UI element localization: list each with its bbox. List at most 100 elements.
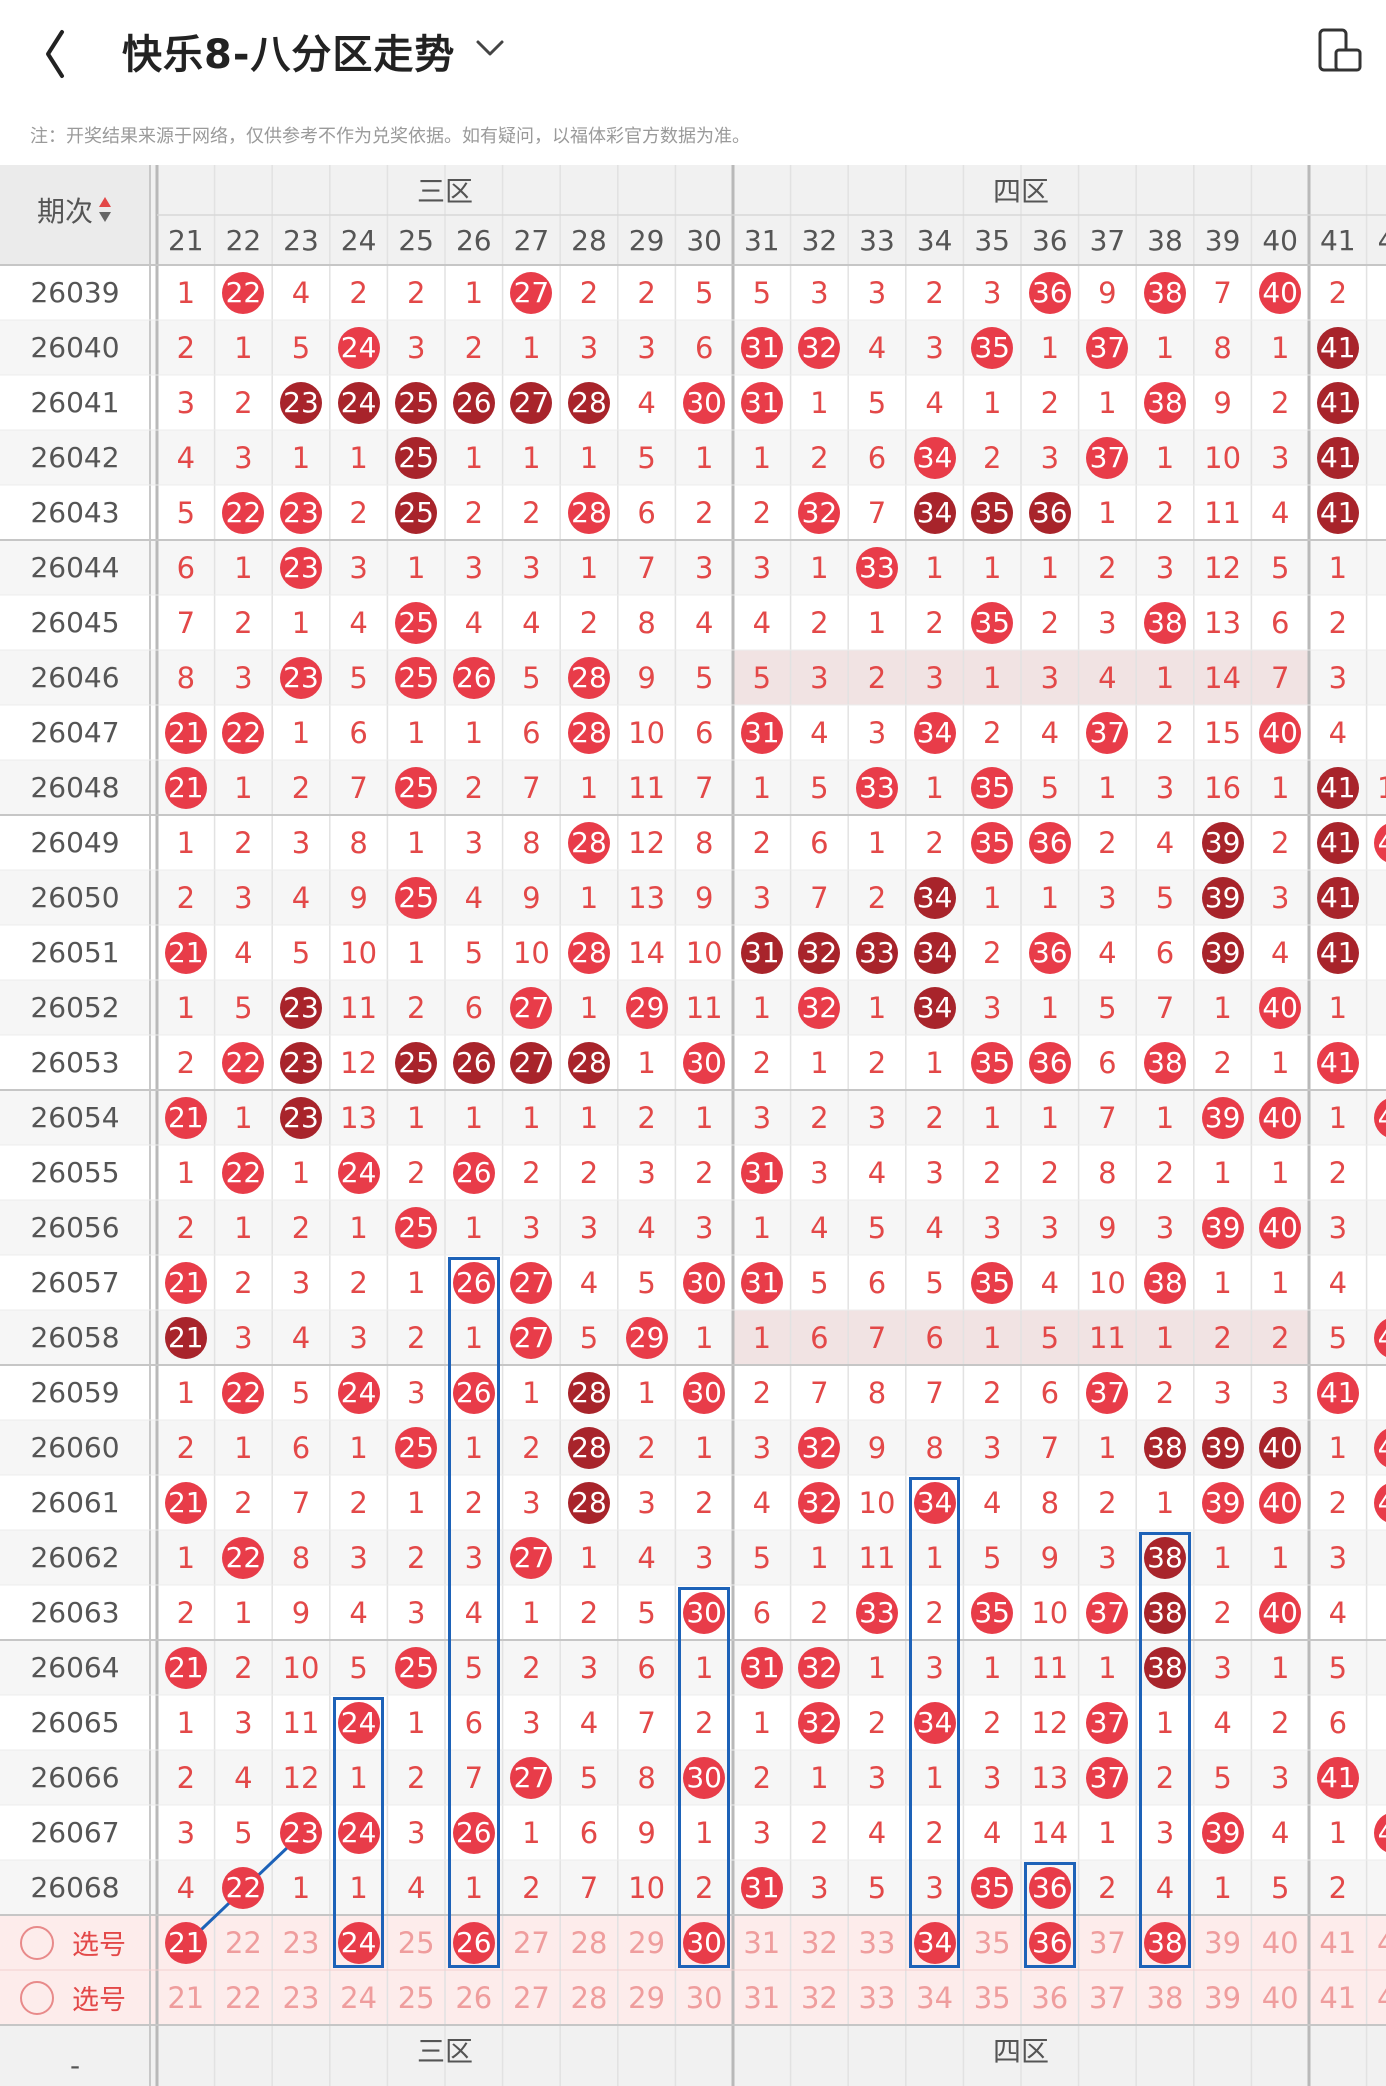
draw-ball: 24 (337, 326, 380, 369)
selected-ball[interactable]: 24 (337, 1921, 380, 1964)
period-cell: 26040 (30, 331, 120, 364)
miss-count: 1 (810, 550, 829, 585)
period-cell: 26043 (30, 496, 120, 529)
selected-ball[interactable]: 38 (1144, 1921, 1186, 1964)
draw-ball: 34 (913, 491, 956, 534)
select-number[interactable]: 42 (1367, 1970, 1386, 2025)
select-number[interactable]: 31 (743, 1925, 781, 1960)
select-number[interactable]: 22 (224, 1980, 262, 2015)
select-number[interactable]: 26 (455, 1980, 493, 2015)
miss-count: 3 (522, 1485, 541, 1520)
miss-count: 2 (1270, 1320, 1290, 1355)
miss-count: 9 (1040, 1540, 1060, 1575)
draw-ball: 38 (1144, 1591, 1186, 1634)
select-number[interactable]: 29 (628, 1925, 666, 1960)
select-number[interactable]: 33 (858, 1980, 896, 2015)
select-number[interactable]: 28 (570, 1925, 608, 1960)
select-number[interactable]: 42 (1367, 1915, 1386, 1970)
draw-ball: 36 (1028, 931, 1071, 974)
rotate-screen-button[interactable] (1316, 26, 1364, 74)
select-number[interactable]: 28 (570, 1980, 608, 2015)
miss-count: 8 (1040, 1485, 1060, 1520)
select-label[interactable]: 选号 (72, 1985, 126, 2016)
select-number[interactable]: 32 (800, 1925, 838, 1960)
draw-ball: 25 (395, 491, 438, 534)
select-number[interactable]: 36 (1031, 1980, 1069, 2015)
back-button[interactable] (28, 12, 98, 92)
period-header[interactable]: 期次 (0, 165, 150, 255)
miss-count: 2 (925, 275, 944, 310)
page-title[interactable]: 快乐8-八分区走势 (122, 32, 456, 78)
select-number[interactable]: 34 (916, 1980, 954, 2015)
title-dropdown-button[interactable] (470, 28, 510, 68)
draw-ball: 26 (452, 1811, 495, 1854)
select-number[interactable]: 27 (512, 1980, 550, 2015)
select-number[interactable]: 25 (397, 1980, 435, 2015)
select-number[interactable]: 21 (167, 1980, 205, 2015)
select-number[interactable]: 41 (1319, 1980, 1357, 2015)
period-cell: 26055 (30, 1156, 120, 1189)
select-number[interactable]: 31 (743, 1980, 781, 2015)
miss-count: 1 (176, 990, 196, 1025)
row-stripe (0, 430, 1386, 485)
miss-count: 5 (1155, 880, 1175, 915)
draw-ball: 41 (1316, 821, 1359, 864)
select-number[interactable]: 37 (1088, 1925, 1126, 1960)
draw-ball: 40 (1259, 1096, 1302, 1139)
miss-count: 1 (1367, 1860, 1386, 1915)
miss-count: 12 (1204, 550, 1242, 585)
select-number[interactable]: 40 (1261, 1980, 1299, 2015)
miss-count: 1 (1155, 1485, 1175, 1520)
miss-count: 13 (340, 1100, 378, 1135)
select-number[interactable]: 23 (282, 1980, 320, 2015)
miss-count: 2 (464, 495, 484, 530)
draw-ball: 38 (1144, 1261, 1186, 1304)
selected-ball[interactable]: 30 (683, 1921, 726, 1964)
select-number[interactable]: 22 (224, 1925, 262, 1960)
select-number[interactable]: 25 (397, 1925, 435, 1960)
select-label[interactable]: 选号 (72, 1930, 126, 1961)
miss-count: 1 (1155, 1320, 1175, 1355)
select-radio[interactable] (20, 1980, 54, 2015)
draw-ball: 28 (568, 1481, 610, 1524)
draw-ball: 30 (683, 1591, 726, 1634)
selected-ball[interactable]: 21 (164, 1921, 207, 1964)
select-number[interactable]: 38 (1146, 1980, 1184, 2015)
miss-count: 2 (1328, 1485, 1348, 1520)
miss-count: 4 (637, 1210, 656, 1245)
select-number[interactable]: 41 (1319, 1925, 1357, 1960)
select-number[interactable]: 39 (1204, 1925, 1242, 1960)
miss-count: 1 (867, 1650, 887, 1685)
draw-ball: 35 (971, 1866, 1014, 1909)
select-number[interactable]: 24 (340, 1980, 378, 2015)
miss-count: 1 (349, 1210, 368, 1245)
select-number[interactable]: 37 (1088, 1980, 1126, 2015)
miss-count: 2 (176, 1760, 196, 1795)
select-number[interactable]: 23 (282, 1925, 320, 1960)
select-number[interactable]: 35 (973, 1980, 1011, 2015)
select-radio[interactable] (20, 1925, 54, 1960)
draw-ball: 25 (395, 436, 438, 479)
selected-ball[interactable]: 26 (452, 1921, 495, 1964)
draw-ball: 22 (222, 1866, 265, 1909)
miss-count: 1 (1270, 1540, 1290, 1575)
select-number[interactable]: 39 (1204, 1980, 1242, 2015)
miss-count: 1 (982, 385, 1002, 420)
selected-ball[interactable]: 36 (1028, 1921, 1071, 1964)
select-number[interactable]: 27 (512, 1925, 550, 1960)
sort-updown-icon[interactable] (97, 195, 113, 225)
select-number[interactable]: 35 (973, 1925, 1011, 1960)
select-number[interactable]: 40 (1261, 1925, 1299, 1960)
miss-count: 2 (1040, 385, 1060, 420)
select-number[interactable]: 29 (628, 1980, 666, 2015)
select-number[interactable]: 32 (800, 1980, 838, 2015)
miss-count: 2 (291, 1210, 311, 1245)
select-number[interactable]: 33 (858, 1925, 896, 1960)
period-cell: 26062 (30, 1541, 120, 1574)
selected-ball[interactable]: 34 (913, 1921, 956, 1964)
miss-count: 1 (406, 1100, 426, 1135)
select-number[interactable]: 30 (685, 1980, 723, 2015)
miss-count: 1 (1040, 880, 1060, 915)
miss-count: 6 (1098, 1045, 1117, 1080)
miss-count: 1 (522, 330, 541, 365)
